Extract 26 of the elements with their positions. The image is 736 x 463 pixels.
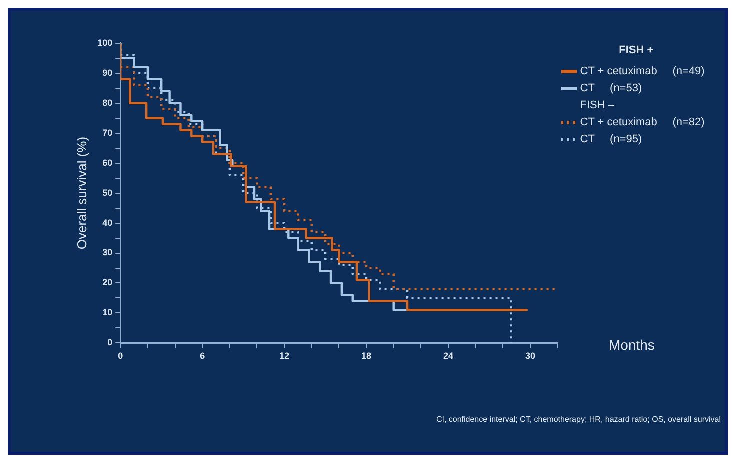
legend-label: CT + cetuximab (n=82) (580, 116, 705, 129)
x-axis-title: Months (609, 337, 655, 353)
y-axis-title: Overall survival (%) (74, 136, 90, 250)
y-tick-label: 10 (102, 308, 113, 318)
legend-label: CT + cetuximab (n=49) (580, 66, 705, 78)
y-tick-label: 0 (108, 338, 113, 348)
x-tick-label: 12 (280, 351, 290, 362)
y-tick-label: 40 (102, 218, 113, 228)
text: CI, confidence interval; CT, chemotherapy; HR, hazard ratio; OS, overall survival (436, 415, 721, 424)
text: FISH + (619, 44, 654, 57)
y-tick-label: 80 (102, 98, 113, 108)
x-tick-label: 0 (118, 351, 124, 362)
legend-label: CT (n=53) (580, 82, 642, 95)
x-tick-label: 6 (200, 351, 206, 362)
x-tick-label: 24 (443, 351, 454, 362)
x-tick-label: 18 (362, 351, 372, 362)
y-tick-label: 20 (102, 278, 113, 288)
y-tick-label: 60 (102, 158, 113, 168)
y-tick-label: 70 (102, 128, 113, 138)
y-tick-label: 100 (98, 38, 113, 48)
y-tick-label: 50 (102, 188, 113, 198)
y-tick-label: 90 (102, 68, 113, 78)
legend-label: CT (n=95) (580, 134, 642, 146)
text: FISH – (580, 100, 616, 112)
y-tick-label: 30 (102, 248, 113, 258)
x-tick-label: 30 (525, 351, 536, 362)
